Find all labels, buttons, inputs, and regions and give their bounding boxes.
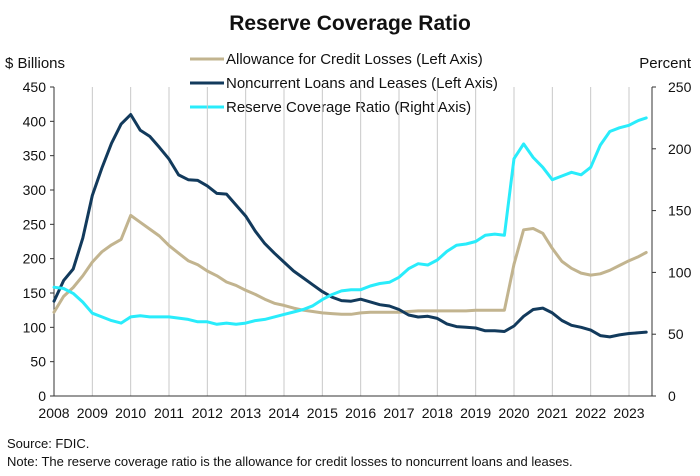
right-axis-label: Percent [639,55,692,72]
x-tick-label-2011: 2011 [154,405,184,421]
x-tick-label-2019: 2019 [460,405,491,421]
x-tick-label-2016: 2016 [345,405,376,421]
allowance-for-credit-losses-line [52,213,648,316]
left-tick-label-350: 350 [23,148,47,164]
x-tick-label-2010: 2010 [115,405,146,421]
left-tick-label-150: 150 [23,285,47,301]
reserve-coverage-ratio-line [52,116,648,326]
explanatory-note: Note: The reserve coverage ratio is the … [7,454,573,469]
x-tick-label-2012: 2012 [192,405,223,421]
left-tick-label-0: 0 [38,388,46,404]
x-tick-label-2018: 2018 [422,405,453,421]
right-tick-label-100: 100 [668,264,692,280]
axes: 2008 2009 2010 2011 2012 2013 2014 2015 2016 2017… [23,79,692,421]
chart-title: Reserve Coverage Ratio [229,12,471,35]
legend-label-noncurrent: Noncurrent Loans and Leases (Left Axis) [226,75,498,92]
right-tick-label-0: 0 [668,388,676,404]
right-tick-label-250: 250 [668,79,692,95]
x-tick-label-2022: 2022 [575,405,606,421]
legend: Allowance for Credit Losses (Left Axis) … [190,51,498,116]
left-axis-label: $ Billions [5,55,65,72]
left-tick-label-400: 400 [23,113,47,129]
x-tick-label-2020: 2020 [498,405,529,421]
left-tick-label-100: 100 [23,319,47,335]
legend-label-allowance: Allowance for Credit Losses (Left Axis) [226,51,483,68]
x-tick-label-2015: 2015 [307,405,338,421]
right-tick-label-50: 50 [668,326,684,342]
x-tick-label-2014: 2014 [268,405,299,421]
x-tick-label-2008: 2008 [38,405,69,421]
right-tick-label-200: 200 [668,141,692,157]
left-tick-label-50: 50 [30,354,46,370]
left-tick-label-250: 250 [23,216,47,232]
left-tick-label-450: 450 [23,79,47,95]
x-tick-label-2009: 2009 [77,405,108,421]
noncurrent-loans-line [52,113,648,339]
left-tick-label-200: 200 [23,251,47,267]
legend-label-coverage-ratio: Reserve Coverage Ratio (Right Axis) [226,99,471,116]
right-tick-label-150: 150 [668,203,692,219]
left-tick-label-300: 300 [23,182,47,198]
x-tick-label-2021: 2021 [537,405,568,421]
x-tick-label-2023: 2023 [613,405,644,421]
x-tick-label-2013: 2013 [230,405,261,421]
series-lines [52,113,648,339]
source-note: Source: FDIC. [7,436,89,451]
x-tick-label-2017: 2017 [383,405,414,421]
